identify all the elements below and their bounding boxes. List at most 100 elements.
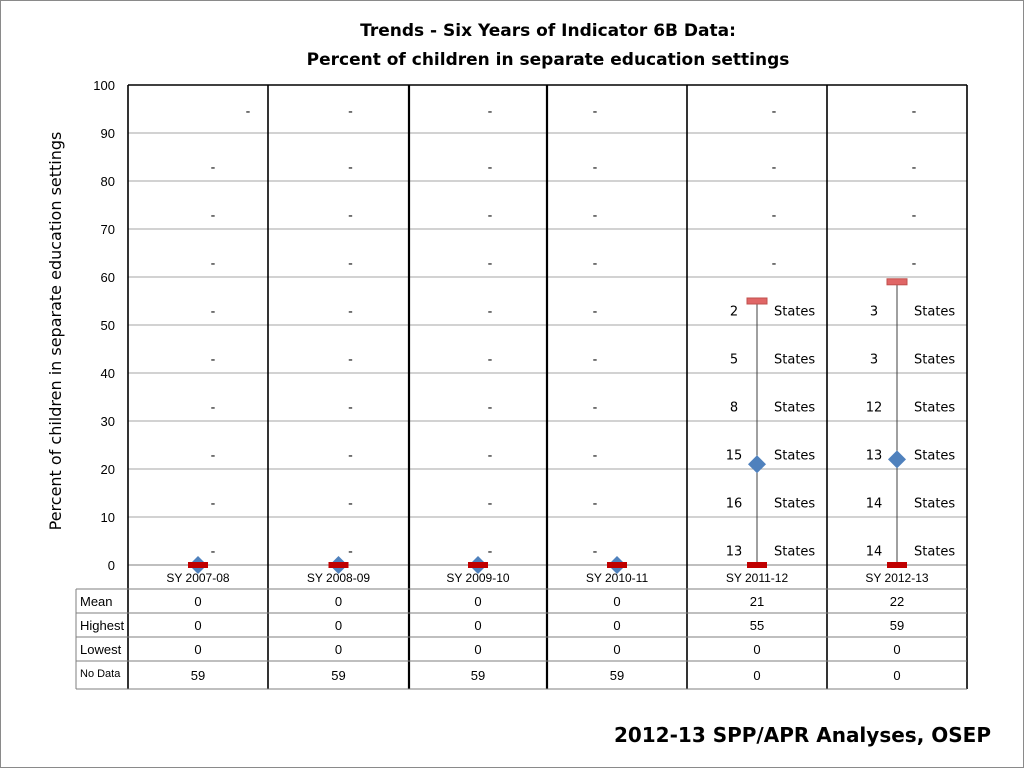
table-row-label: No Data (80, 668, 121, 680)
band-count-label: - (488, 209, 493, 224)
band-count-label: 8 (730, 401, 738, 416)
band-count-label: - (772, 105, 777, 120)
table-cell: 59 (890, 618, 904, 633)
band-suffix-label: States (774, 497, 815, 512)
band-count-label: - (211, 209, 216, 224)
x-category-label: SY 2010-11 (586, 571, 649, 585)
band-count-label: - (488, 257, 493, 272)
table-cell: 0 (613, 642, 620, 657)
band-suffix-label: States (774, 305, 815, 320)
band-count-label: - (348, 449, 353, 464)
y-axis-ticks: 0 10 20 30 40 50 60 70 80 90 100 (93, 78, 115, 573)
band-labels: - - - - - - - - - - - - - - - - - - - - - - - - - - - - - - - - - - - - - - - -… (211, 105, 956, 560)
band-count-label: 2 (730, 305, 738, 320)
band-count-label: 13 (866, 449, 883, 464)
band-count-label: - (593, 497, 598, 512)
y-tick-label: 30 (101, 414, 115, 429)
table-row-label: Lowest (80, 642, 122, 657)
band-count-label: - (348, 209, 353, 224)
table-cell: 0 (753, 642, 760, 657)
table-cell: 0 (474, 594, 481, 609)
data-table: Mean 0 0 0 0 21 22 Highest 0 0 0 0 55 59 Lowest 0 0 0 0 0 0 N… (75, 588, 967, 690)
y-tick-label: 70 (101, 222, 115, 237)
lowest-marker-overlay (328, 562, 349, 568)
table-cell: 55 (750, 618, 764, 633)
chart-frame (127, 84, 968, 689)
band-suffix-label: States (774, 401, 815, 416)
mean-marker (888, 450, 906, 469)
y-tick-label: 20 (101, 462, 115, 477)
y-tick-label: 40 (101, 366, 115, 381)
chart-title-line-2: Percent of children in separate educatio… (307, 50, 790, 70)
chart-title-line-1: Trends - Six Years of Indicator 6B Data: (360, 21, 736, 41)
band-count-label: - (348, 257, 353, 272)
y-tick-label: 90 (101, 126, 115, 141)
table-cell: 0 (474, 642, 481, 657)
band-count-label: 16 (726, 497, 743, 512)
table-cell: 0 (893, 668, 900, 683)
table-row-label: Mean (80, 594, 113, 609)
table-cell: 59 (471, 668, 485, 683)
table-cell: 0 (613, 594, 620, 609)
table-cell: 0 (194, 594, 201, 609)
category-labels: SY 2007-08 SY 2008-09 SY 2009-10 SY 2010-11… (166, 571, 928, 585)
band-count-label: 3 (870, 305, 878, 320)
band-count-label: - (912, 209, 917, 224)
y-axis-label: Percent of children in separate educatio… (46, 132, 65, 531)
band-count-label: - (211, 257, 216, 272)
band-count-label: - (348, 353, 353, 368)
x-category-label: SY 2007-08 (166, 571, 229, 585)
lowest-marker-overlay (468, 562, 488, 568)
y-tick-label: 0 (108, 558, 115, 573)
band-count-label: 12 (866, 401, 883, 416)
band-suffix-label: States (914, 449, 955, 464)
band-count-label: - (348, 305, 353, 320)
table-cell: 59 (191, 668, 205, 683)
band-count-label: - (348, 401, 353, 416)
band-count-label: - (593, 449, 598, 464)
table-row-label: Highest (80, 618, 124, 633)
band-count-label: - (593, 161, 598, 176)
x-category-label: SY 2011-12 (726, 571, 789, 585)
table-cell: 0 (335, 642, 342, 657)
lowest-marker-overlay (188, 562, 208, 568)
band-count-label: - (772, 257, 777, 272)
table-cell: 59 (610, 668, 624, 683)
lowest-marker-overlay (607, 562, 627, 568)
band-count-label: 5 (730, 353, 738, 368)
band-count-label: - (488, 105, 493, 120)
band-count-label: - (246, 105, 251, 120)
table-cell: 0 (194, 642, 201, 657)
band-count-label: - (488, 401, 493, 416)
band-count-label: 14 (866, 497, 883, 512)
band-suffix-label: States (774, 545, 815, 560)
band-count-label: - (593, 305, 598, 320)
band-count-label: - (211, 545, 216, 560)
band-count-label: 15 (726, 449, 743, 464)
y-tick-label: 10 (101, 510, 115, 525)
band-count-label: - (488, 497, 493, 512)
band-count-label: - (211, 353, 216, 368)
table-cell: 0 (893, 642, 900, 657)
band-count-label: - (348, 497, 353, 512)
x-category-label: SY 2012-13 (865, 571, 928, 585)
lowest-marker-overlay (747, 562, 767, 568)
band-count-label: - (488, 305, 493, 320)
band-count-label: - (593, 105, 598, 120)
band-count-label: - (593, 401, 598, 416)
band-count-label: - (348, 161, 353, 176)
band-count-label: - (211, 401, 216, 416)
band-suffix-label: States (914, 497, 955, 512)
band-count-label: - (488, 161, 493, 176)
band-count-label: - (211, 497, 216, 512)
band-count-label: - (593, 209, 598, 224)
band-count-label: - (593, 545, 598, 560)
band-count-label: - (348, 545, 353, 560)
table-cell: 0 (753, 668, 760, 683)
band-suffix-label: States (914, 401, 955, 416)
y-tick-label: 50 (101, 318, 115, 333)
band-count-label: - (488, 449, 493, 464)
table-cell: 0 (335, 618, 342, 633)
